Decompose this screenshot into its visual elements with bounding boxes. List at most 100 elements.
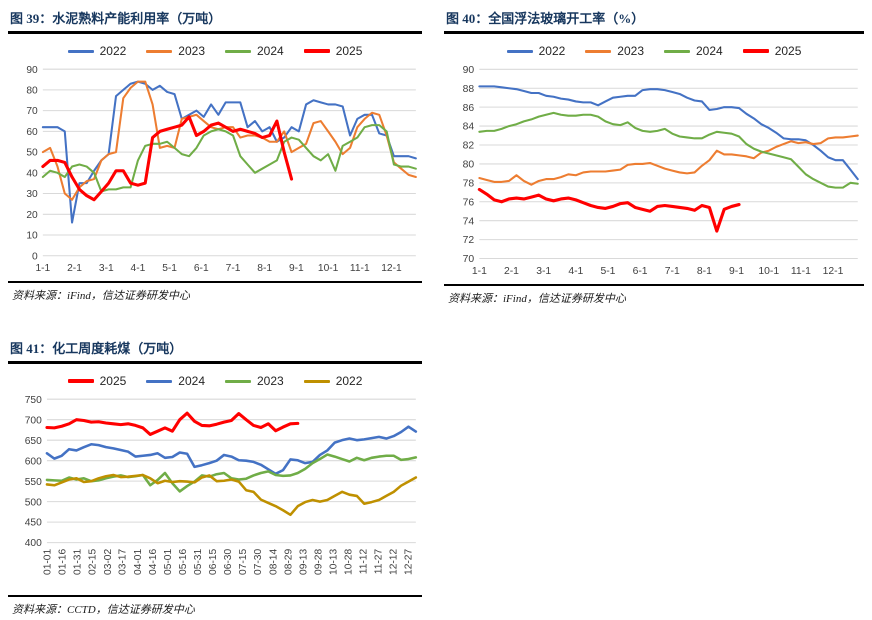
series-line-2025 [45,411,300,436]
legend-label: 2025 [774,44,802,58]
y-axis-tick-label: 72 [463,235,475,246]
x-axis-tick-label: 11-1 [350,263,370,274]
y-axis-tick-label: 400 [25,538,42,549]
x-axis-tick-label: 01-31 [73,549,84,575]
y-axis-tick-label: 650 [25,436,42,447]
x-axis-tick-label: 11-1 [791,266,811,277]
x-axis-tick-label: 4-1 [131,263,146,274]
y-axis-tick-label: 70 [463,254,475,265]
y-axis-tick-label: 78 [463,178,475,189]
legend-item-2022: 2022 [506,44,565,58]
legend-label: 2024 [257,44,284,58]
series-line-2023 [478,134,859,186]
y-axis-tick-label: 80 [463,160,475,171]
x-axis-tick-label: 11-27 [374,549,385,575]
x-axis-tick-label: 10-28 [344,549,355,575]
chart-title: 图 39：水泥熟料产能利用率（万吨） [8,6,422,34]
legend-label: 2024 [696,44,723,58]
x-axis-tick-label: 8-1 [257,263,272,274]
divider [444,284,864,287]
legend-swatch [664,49,690,53]
x-axis-tick-label: 10-13 [329,549,340,575]
y-axis-tick-label: 20 [26,210,38,221]
legend-label: 2023 [257,374,284,388]
legend-item-2023: 2023 [585,44,644,58]
x-axis-tick-label: 09-28 [313,549,324,575]
x-axis-tick-label: 04-01 [133,549,144,575]
line-chart: 400 450 500 550 600 650 700 750 01-01 01-16 01-31 0… [25,395,418,575]
y-axis-tick-label: 50 [26,148,38,159]
x-axis-tick-label: 05-16 [178,549,189,575]
figure-41-chemical-weekly-coal-consumption: 图 41：化工周度耗煤（万吨） 2025 2024 2023 2022 400 450 5… [8,336,422,617]
x-axis-tick-label: 03-02 [103,549,114,575]
x-axis-tick-label: 12-12 [389,549,400,575]
y-axis-tick-label: 86 [463,103,475,114]
x-axis-tick-label: 6-1 [194,263,209,274]
legend-item-2024: 2024 [225,44,284,58]
y-axis-tick-label: 550 [25,477,42,488]
legend-label: 2024 [178,374,205,388]
x-axis-tick-label: 05-31 [193,549,204,575]
y-axis-tick-label: 600 [25,456,42,467]
legend-swatch [146,49,173,53]
x-axis-tick-label: 9-1 [729,266,744,277]
y-axis-tick-label: 450 [25,518,42,529]
x-axis-tick-label: 1-1 [472,266,487,277]
x-axis-tick-label: 7-1 [226,263,241,274]
series-line-2024 [478,111,859,189]
y-axis-tick-label: 700 [25,415,42,426]
series-line-2023 [41,80,417,201]
x-axis-tick-label: 1-1 [35,263,50,274]
legend-swatch [303,379,330,383]
legend-label: 2025 [335,44,363,58]
x-axis-tick-label: 10-1 [758,266,779,277]
x-axis-tick-label: 12-1 [823,266,844,277]
source-note: 资料来源：iFind，信达证券研发中心 [448,293,626,306]
legend-item-2023: 2023 [225,374,284,388]
figure-40-float-glass-operating-rate: 图 40：全国浮法玻璃开工率（%） 2022 2023 2024 2025 70 72 7… [444,6,864,306]
x-axis-tick-label: 01-16 [58,549,69,575]
x-axis-tick-label: 07-15 [238,549,249,575]
series-line-2022 [45,473,418,517]
legend-label: 2023 [178,44,205,58]
x-axis-tick-label: 3-1 [99,263,114,274]
x-axis-tick-label: 8-1 [697,266,712,277]
legend-swatch [146,379,173,383]
legend-item-2022: 2022 [303,374,362,388]
x-axis-tick-label: 03-17 [118,549,129,575]
legend: 2022 2023 2024 2025 [8,43,422,59]
x-axis-tick-label: 08-29 [283,549,294,575]
x-axis-tick-label: 12-27 [404,549,415,575]
x-axis-tick-label: 06-15 [208,549,219,575]
x-axis-tick-label: 10-1 [318,263,339,274]
legend-swatch [585,49,612,53]
line-chart: 0 10 20 30 40 50 60 70 80 90 1-1 2-1 3-1 4-1 5-1 6-1 7-1… [26,65,417,274]
source-note: 资料来源：iFind，信达证券研发中心 [12,290,190,303]
y-axis-tick-label: 70 [26,106,38,117]
series-line-2022 [478,85,859,181]
legend-swatch [506,49,533,53]
legend-item-2022: 2022 [67,44,126,58]
legend-swatch [67,379,94,383]
x-axis-tick-label: 04-16 [148,549,159,575]
x-axis-tick-label: 4-1 [568,266,583,277]
legend-item-2025: 2025 [303,44,363,58]
series-line-2024 [45,425,418,476]
x-axis-tick-label: 07-30 [253,549,264,575]
y-axis-tick-label: 88 [463,84,475,95]
figure-39-cement-clinker-utilization: 图 39：水泥熟料产能利用率（万吨） 2022 2023 2024 2025 0 10 2… [8,6,422,303]
legend-label: 2023 [617,44,644,58]
y-axis-tick-label: 500 [25,497,42,508]
legend-label: 2025 [99,374,127,388]
y-axis-tick-label: 0 [32,251,38,262]
y-axis-tick-label: 80 [26,85,38,96]
line-chart: 70 72 74 76 78 80 82 84 86 88 90 1-1 2-1 3-1 4-1 5-1 6-1… [463,65,859,277]
x-axis-tick-label: 6-1 [633,266,648,277]
x-axis-tick-label: 5-1 [600,266,615,277]
x-axis-tick-label: 08-14 [268,549,279,575]
legend-swatch [67,49,94,53]
y-axis-tick-label: 74 [463,216,475,227]
x-axis-tick-label: 7-1 [665,266,680,277]
legend: 2025 2024 2023 2022 [8,373,422,389]
